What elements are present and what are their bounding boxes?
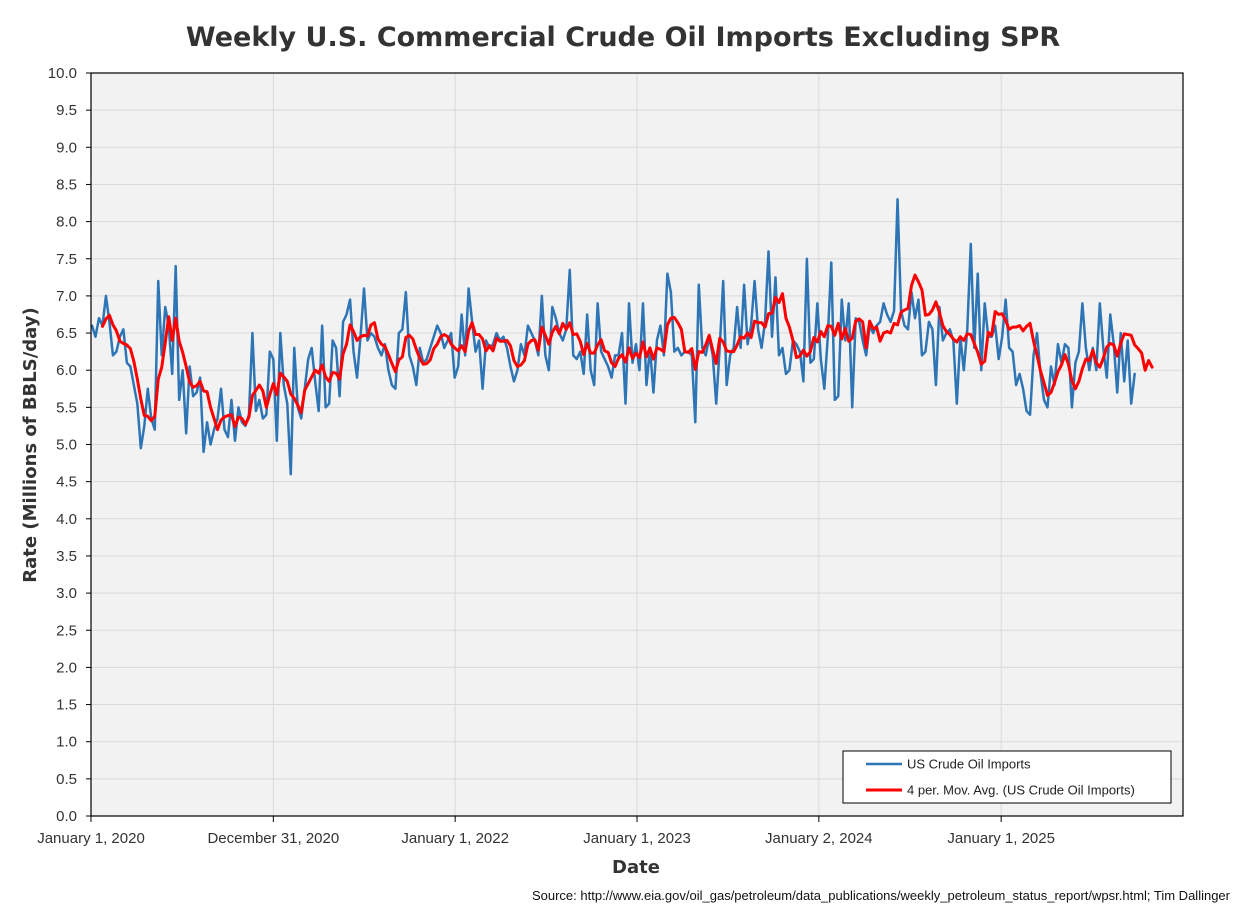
y-tick-label: 3.5 bbox=[56, 548, 77, 565]
y-tick-label: 1.0 bbox=[56, 734, 77, 751]
x-tick-label: December 31, 2020 bbox=[207, 830, 339, 847]
legend: US Crude Oil Imports 4 per. Mov. Avg. (U… bbox=[842, 750, 1172, 804]
y-tick-label: 5.5 bbox=[56, 399, 77, 416]
x-axis-title: Date bbox=[612, 857, 660, 878]
y-tick-label: 8.0 bbox=[56, 214, 77, 231]
y-tick-label: 4.0 bbox=[56, 511, 77, 528]
legend-label-moving-avg: 4 per. Mov. Avg. (US Crude Oil Imports) bbox=[907, 783, 1135, 798]
y-tick-label: 9.5 bbox=[56, 102, 77, 119]
x-tick-label: January 1, 2020 bbox=[37, 830, 145, 847]
y-tick-label: 2.0 bbox=[56, 659, 77, 676]
grid-lines bbox=[90, 72, 1183, 817]
y-tick-label: 1.5 bbox=[56, 697, 77, 714]
plot-border bbox=[90, 72, 1184, 817]
y-tick-label: 7.0 bbox=[56, 288, 77, 305]
x-tick-label: January 1, 2025 bbox=[947, 830, 1055, 847]
series-layer bbox=[90, 198, 1154, 476]
legend-box bbox=[842, 750, 1172, 804]
y-tick-label: 6.0 bbox=[56, 362, 77, 379]
chart-title: Weekly U.S. Commercial Crude Oil Imports… bbox=[186, 22, 1060, 53]
x-tick-label: January 1, 2022 bbox=[401, 830, 509, 847]
y-tick-label: 7.5 bbox=[56, 251, 77, 268]
y-tick-label: 2.5 bbox=[56, 622, 77, 639]
y-tick-label: 9.0 bbox=[56, 139, 77, 156]
y-tick-label: 0.5 bbox=[56, 771, 77, 788]
legend-label-imports: US Crude Oil Imports bbox=[907, 757, 1031, 772]
x-axis-ticks: January 1, 2020 December 31, 2020 January … bbox=[37, 816, 1055, 847]
y-axis-ticks: 0.0 0.5 1.0 1.5 2.0 2.5 3.0 3.5 4.0 4.5 5.0 5.5 6.0 6… bbox=[48, 65, 91, 825]
source-note: Source: http://www.eia.gov/oil_gas/petro… bbox=[532, 888, 1231, 903]
y-tick-label: 4.5 bbox=[56, 474, 77, 491]
y-tick-label: 10.0 bbox=[48, 65, 77, 82]
series-line-moving-avg bbox=[100, 273, 1154, 432]
y-tick-label: 8.5 bbox=[56, 176, 77, 193]
y-tick-label: 5.0 bbox=[56, 437, 77, 454]
y-tick-label: 6.5 bbox=[56, 325, 77, 342]
y-tick-label: 0.0 bbox=[56, 808, 77, 825]
y-axis-title: Rate (Millions of BBLS/day) bbox=[20, 307, 41, 582]
y-tick-label: 3.0 bbox=[56, 585, 77, 602]
x-tick-label: January 1, 2023 bbox=[583, 830, 691, 847]
x-tick-label: January 2, 2024 bbox=[765, 830, 873, 847]
